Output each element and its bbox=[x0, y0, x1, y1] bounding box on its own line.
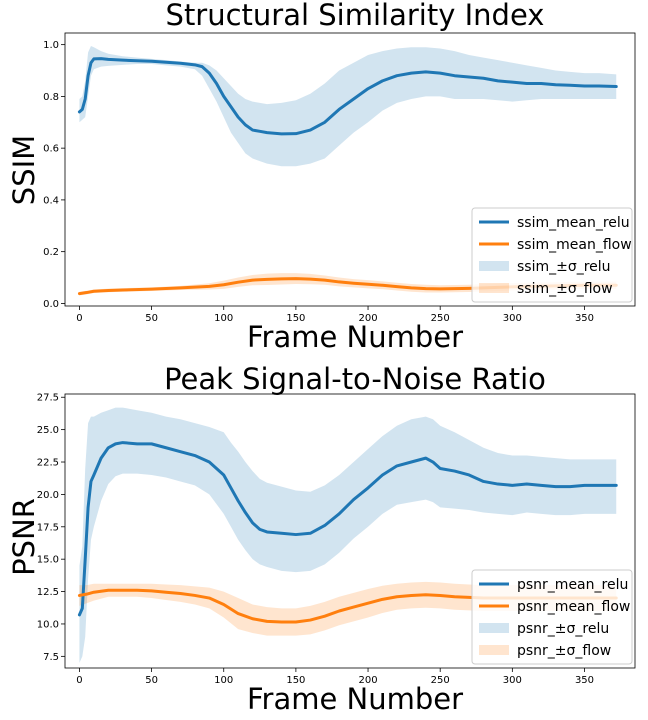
legend-entry-label: ssim_mean_flow bbox=[517, 237, 632, 253]
y-tick-label: 10.0 bbox=[37, 619, 59, 630]
legend-box bbox=[471, 569, 633, 665]
legend-entry-label: psnr_±σ_relu bbox=[517, 621, 609, 637]
y-tick-label: 12.5 bbox=[37, 587, 59, 598]
legend-box bbox=[471, 207, 633, 303]
y-tick-label: 17.5 bbox=[37, 522, 59, 533]
x-tick-label: 200 bbox=[358, 675, 377, 686]
x-tick-label: 250 bbox=[431, 675, 450, 686]
legend-entry-label: psnr_±σ_flow bbox=[517, 643, 611, 659]
x-tick-label: 100 bbox=[214, 313, 233, 324]
x-tick-label: 150 bbox=[286, 675, 305, 686]
x-tick-label: 0 bbox=[76, 675, 82, 686]
y-tick-label: 27.5 bbox=[37, 393, 59, 404]
chart-title: Structural Similarity Index bbox=[166, 0, 545, 32]
y-tick-label: 15.0 bbox=[37, 555, 59, 566]
y-tick-label: 22.5 bbox=[37, 458, 59, 469]
x-tick-label: 100 bbox=[214, 675, 233, 686]
x-axis-label: Frame Number bbox=[247, 320, 463, 354]
band-ssim-relu bbox=[79, 45, 617, 167]
x-tick-label: 300 bbox=[503, 313, 522, 324]
x-tick-label: 150 bbox=[286, 313, 305, 324]
chart-title: Peak Signal-to-Noise Ratio bbox=[164, 362, 546, 396]
y-axis-label: SSIM bbox=[7, 135, 41, 205]
x-axis-label: Frame Number bbox=[247, 682, 463, 716]
legend-entry-label: ssim_±σ_relu bbox=[517, 259, 611, 275]
axes-frame bbox=[64, 393, 636, 669]
y-tick-label: 7.5 bbox=[43, 652, 59, 663]
y-tick-label: 0.0 bbox=[43, 299, 59, 310]
legend-patch-swatch bbox=[479, 283, 509, 293]
line-psnr-mean-relu bbox=[77, 441, 618, 617]
y-tick-label: 20.0 bbox=[37, 490, 59, 501]
ssim-chart: Structural Similarity Index 0 50 100 150 200… bbox=[7, 0, 636, 354]
legend-patch-swatch bbox=[479, 261, 509, 271]
x-tick-label: 50 bbox=[145, 675, 158, 686]
x-tick-label: 0 bbox=[76, 313, 82, 324]
y-tick-label: 0.8 bbox=[43, 92, 59, 103]
x-tick-label: 50 bbox=[145, 313, 158, 324]
legend-entry-label: psnr_mean_flow bbox=[517, 599, 630, 615]
y-tick-label: 1.0 bbox=[43, 40, 59, 51]
legend: psnr_mean_relu psnr_mean_flow psnr_±σ_relu… bbox=[471, 569, 633, 665]
y-tick-label: 0.4 bbox=[43, 195, 59, 206]
y-tick-label: 0.2 bbox=[43, 247, 59, 258]
legend-patch-swatch bbox=[479, 623, 509, 633]
x-tick-label: 250 bbox=[431, 313, 450, 324]
band-psnr-relu bbox=[79, 407, 617, 663]
psnr-chart: Peak Signal-to-Noise Ratio 0 50 100 150 200 2… bbox=[7, 362, 636, 716]
x-tick-label: 350 bbox=[575, 675, 594, 686]
axes-frame bbox=[64, 32, 636, 307]
x-tick-label: 350 bbox=[575, 313, 594, 324]
y-axis-label: PSNR bbox=[7, 498, 41, 576]
x-tick-label: 200 bbox=[358, 313, 377, 324]
y-tick-label: 25.0 bbox=[37, 425, 59, 436]
y-tick-label: 0.6 bbox=[43, 144, 59, 155]
legend-entry-label: ssim_mean_relu bbox=[517, 215, 630, 231]
line-ssim-mean-relu bbox=[77, 57, 618, 136]
x-tick-label: 300 bbox=[503, 675, 522, 686]
legend: ssim_mean_relu ssim_mean_flow ssim_±σ_relu… bbox=[471, 207, 633, 303]
legend-entry-label: ssim_±σ_flow bbox=[517, 281, 613, 297]
legend-entry-label: psnr_mean_relu bbox=[517, 577, 628, 593]
legend-patch-swatch bbox=[479, 645, 509, 655]
